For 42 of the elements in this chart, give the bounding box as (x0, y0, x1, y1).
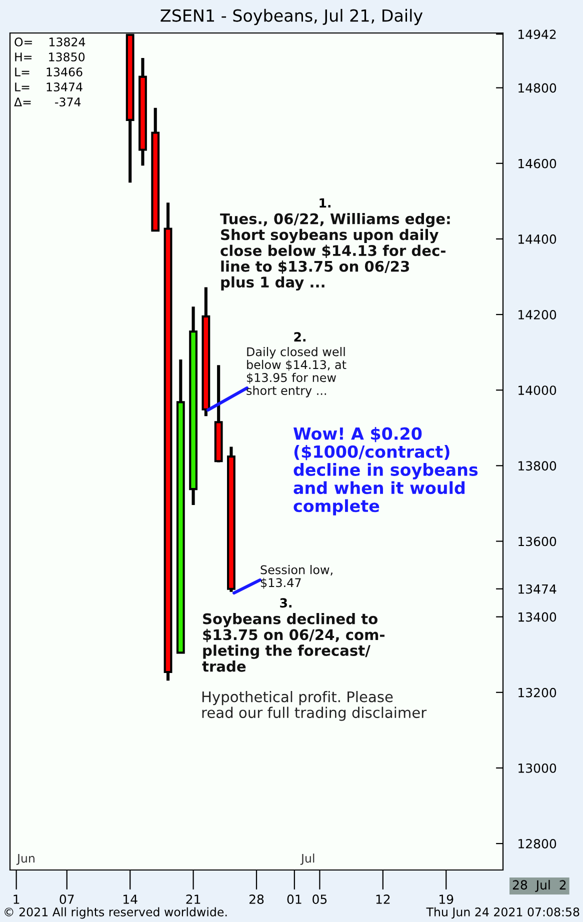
x-tick-label: 12 (376, 894, 390, 904)
x-tick-label: 1 (14, 894, 20, 904)
annotation: Daily closed well below $14.13, at $13.95 for new short entry ... (246, 347, 346, 398)
x-tick-label: 28 (249, 894, 264, 904)
y-tick-label: 13600 (518, 536, 556, 546)
annotation: Δ= -374 (14, 97, 81, 106)
annotation: 2. (294, 332, 306, 342)
annotation: H= 13850 (15, 52, 85, 62)
y-tick-label: 13800 (518, 461, 556, 471)
y-tick-label: 12800 (518, 839, 556, 848)
y-tick-label: 14200 (518, 310, 556, 320)
text: © 2021 All rights reserved worldwide. (4, 907, 227, 919)
x-tick-label: 07 (60, 894, 74, 904)
x-tick-label: 21 (186, 894, 200, 904)
annotation: L= 13474 (15, 82, 82, 92)
annotation: 1. (320, 198, 330, 208)
annotation: Tues., 06/22, Williams edge: Short soybeans upon daily close below $14.13 for dec- line to $13.75 on 06/23 plus 1 day ... (220, 213, 450, 291)
y-tick-label: 13474 (518, 584, 556, 594)
annotation: Hypothetical profit. Please read our full trading disclaimer (202, 691, 427, 721)
annotation: Soybeans declined to $13.75 on 06/24, com- pleting the forecast/ trade (202, 613, 384, 672)
y-tick-label: 13400 (518, 612, 556, 622)
annotation: Session low, $13.47 (260, 565, 332, 589)
x-tick-label: 14 (124, 894, 138, 904)
text: 28 Jul 2 (512, 880, 566, 892)
x-tick-label: 05 (312, 894, 327, 904)
annotation: Jun (16, 854, 34, 865)
annotation: O= 13824 (14, 37, 86, 46)
y-tick-label: 14800 (518, 83, 556, 93)
x-tick-label: 01 (287, 894, 302, 904)
y-tick-label: 14600 (518, 158, 556, 168)
text: Thu Jun 24 2021 07:08:58 (426, 907, 580, 919)
chart-title: ZSEN1 - Soybeans, Jul 21, Daily (160, 8, 423, 26)
y-tick-label: 14942 (518, 30, 556, 40)
y-tick-label: 13000 (518, 763, 556, 773)
y-tick-label: 14000 (518, 386, 556, 396)
annotation: L= 13466 (15, 67, 82, 76)
annotation: 3. (280, 598, 292, 608)
y-tick-label: 14400 (518, 234, 556, 244)
x-tick-label: 19 (440, 894, 454, 904)
y-tick-label: 13200 (518, 688, 556, 698)
annotation: Jul (300, 854, 314, 865)
annotation: Wow! A $0.20 ($1000/contract) decline in soybeans and when it would complete (293, 427, 478, 516)
